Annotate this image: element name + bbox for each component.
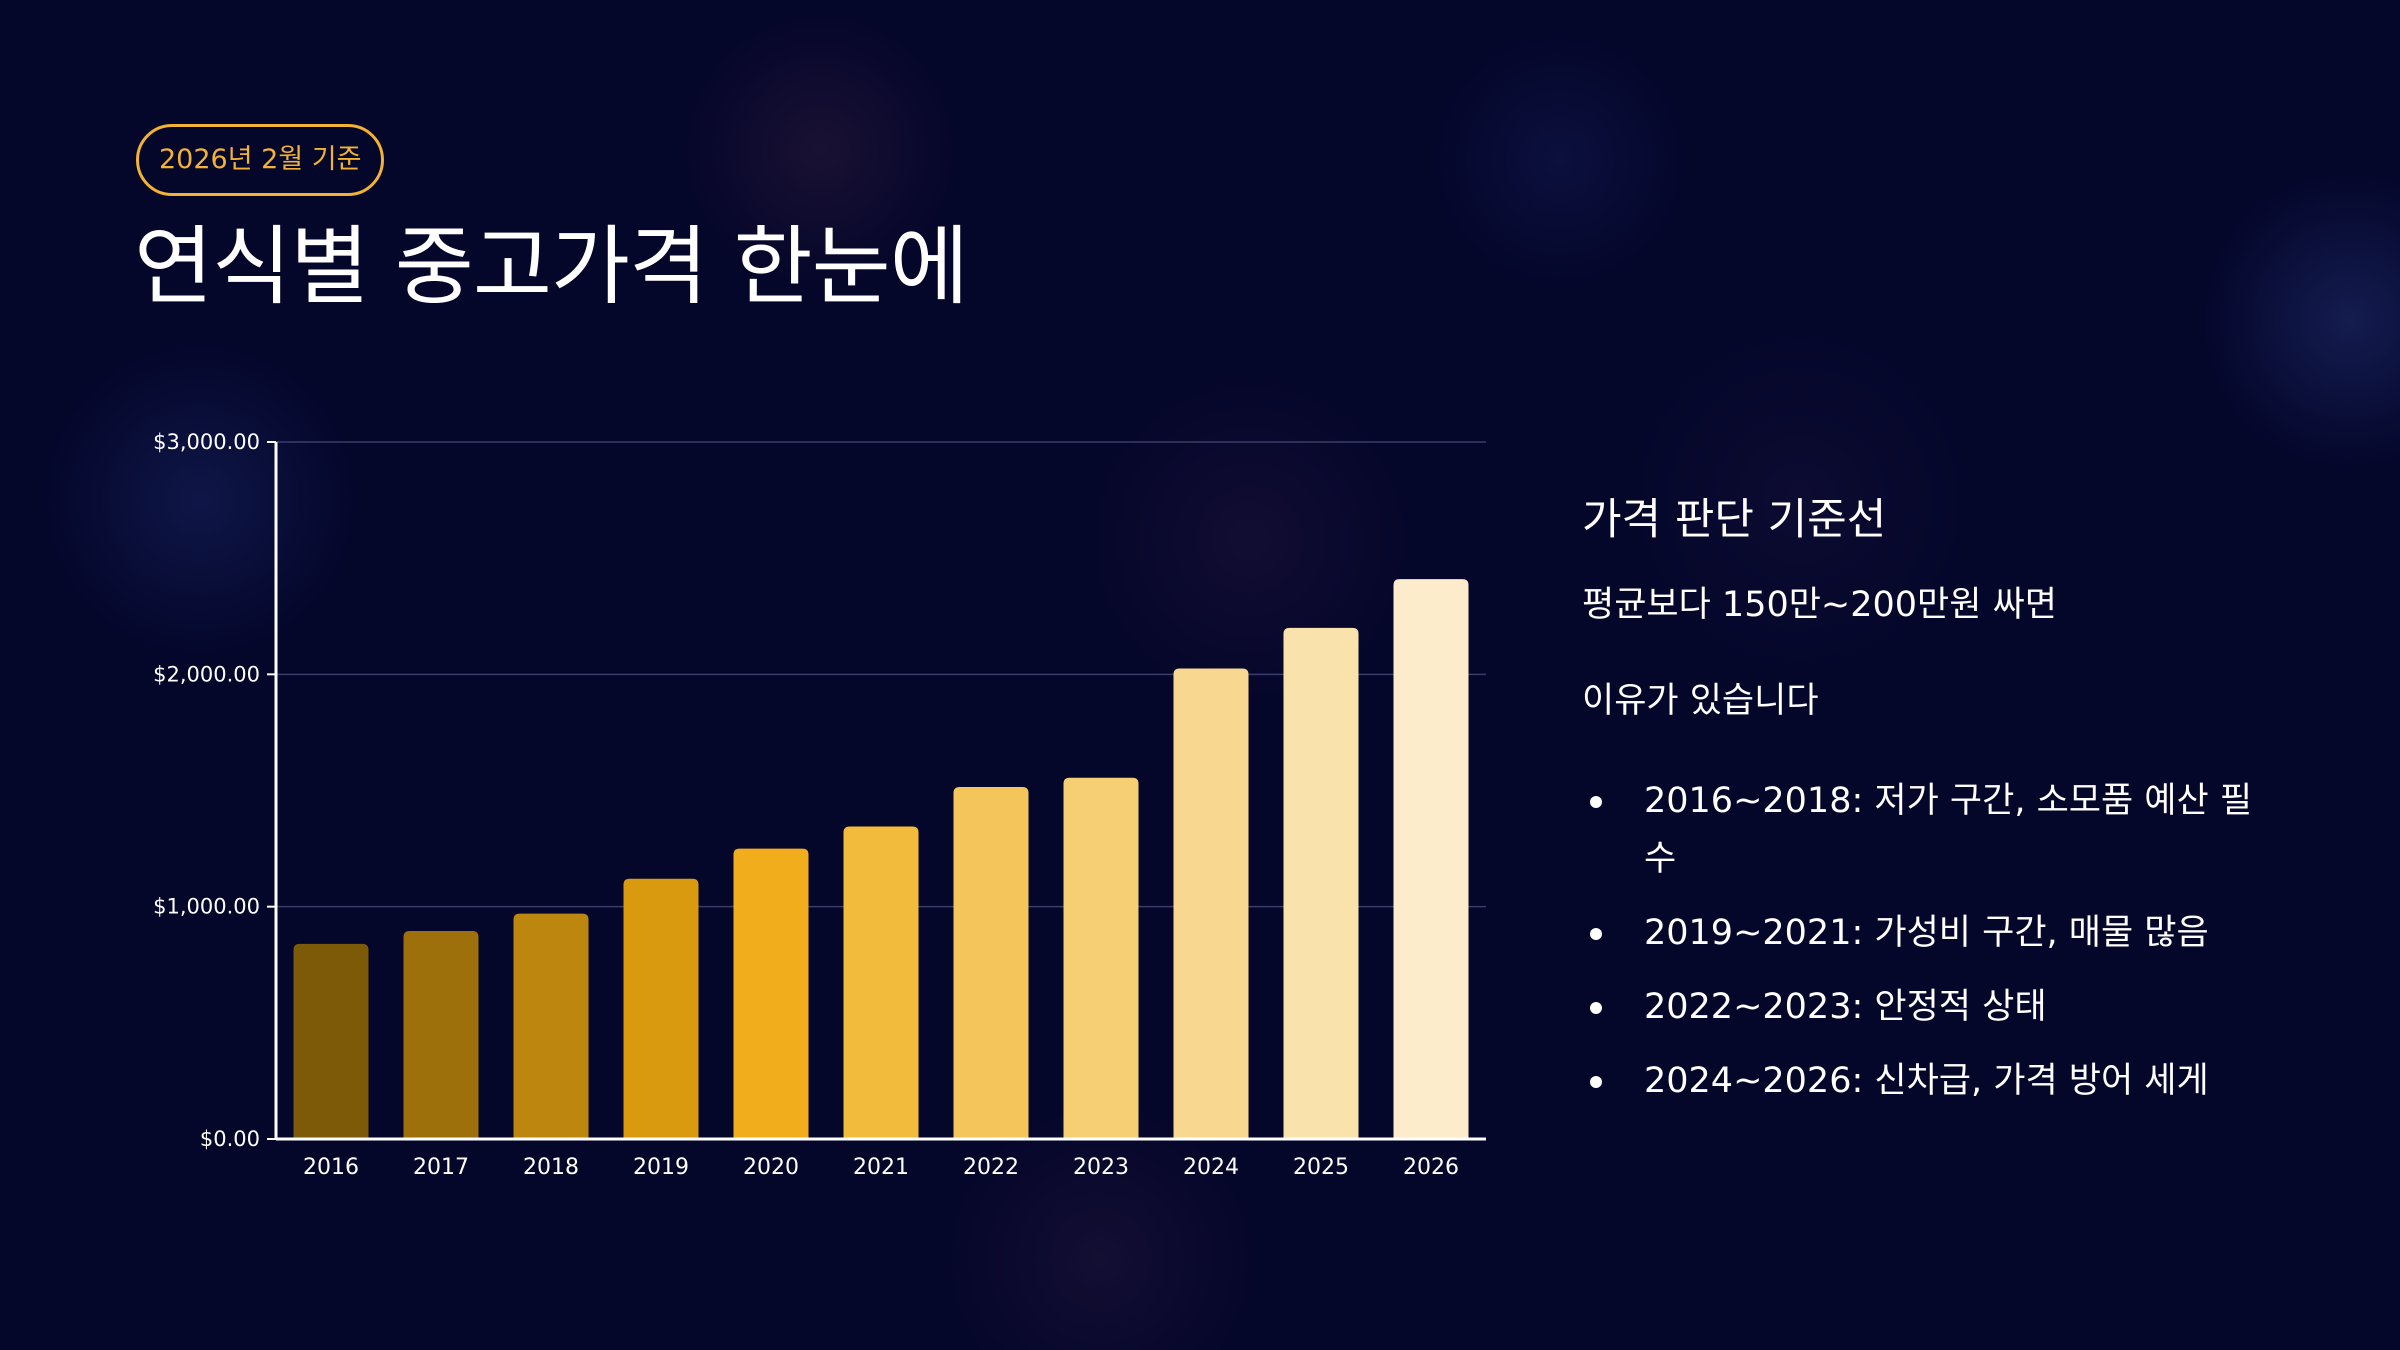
y-tick-label: $0.00 <box>200 1127 260 1151</box>
x-tick-label: 2019 <box>633 1155 689 1180</box>
x-tick-label: 2020 <box>743 1155 799 1180</box>
bullet-item: 2019~2021: 가성비 구간, 매물 많음 <box>1582 904 2282 962</box>
date-badge: 2026년 2월 기준 <box>136 124 385 196</box>
bar-2016 <box>293 943 369 1139</box>
bullet-item: 2024~2026: 신차급, 가격 방어 세게 <box>1582 1052 2282 1110</box>
x-tick-label: 2021 <box>853 1155 909 1180</box>
bar-2024 <box>1173 668 1249 1139</box>
y-tick-label: $2,000.00 <box>153 662 260 686</box>
bullet-text: 2024~2026: 신차급, 가격 방어 세게 <box>1644 1061 2209 1101</box>
bar-2021 <box>843 826 919 1139</box>
side-heading: 가격 판단 기준선 <box>1582 495 1887 545</box>
x-tick-label: 2018 <box>523 1155 579 1180</box>
bar-2025 <box>1283 627 1359 1139</box>
x-tick-label: 2026 <box>1403 1155 1459 1180</box>
bullet-item: 2016~2018: 저가 구간, 소모품 예산 필수 <box>1582 772 2282 888</box>
bar-2026 <box>1393 579 1469 1139</box>
bar-2018 <box>513 913 589 1139</box>
bullet-dot-icon <box>1590 928 1602 940</box>
bar-2023 <box>1063 777 1139 1139</box>
page-title: 연식별 중고가격 한눈에 <box>134 217 969 317</box>
x-tick-label: 2024 <box>1183 1155 1239 1180</box>
x-tick-label: 2017 <box>413 1155 469 1180</box>
side-bullet-list: 2016~2018: 저가 구간, 소모품 예산 필수 2019~2021: 가… <box>1582 772 2282 1110</box>
bars <box>293 579 1469 1139</box>
y-tick-label: $3,000.00 <box>153 430 260 454</box>
x-tick-label: 2016 <box>303 1155 359 1180</box>
bullet-dot-icon <box>1590 1002 1602 1014</box>
bullet-text: 2022~2023: 안정적 상태 <box>1644 987 2047 1027</box>
bullet-dot-icon <box>1590 1076 1602 1088</box>
bar-2022 <box>953 787 1029 1139</box>
x-tick-label: 2023 <box>1073 1155 1129 1180</box>
axes <box>267 441 1486 1141</box>
x-tick-label: 2025 <box>1293 1155 1349 1180</box>
bar-2020 <box>733 848 809 1139</box>
bar-2019 <box>623 878 699 1139</box>
y-tick-label: $1,000.00 <box>153 895 260 919</box>
side-panel: 가격 판단 기준선 평균보다 150만~200만원 싸면 이유가 있습니다 20… <box>1582 490 2282 1126</box>
x-tick-label: 2022 <box>963 1155 1019 1180</box>
bullet-text: 2016~2018: 저가 구간, 소모품 예산 필수 <box>1644 781 2253 879</box>
side-line-2: 이유가 있습니다 <box>1582 681 1819 721</box>
side-line-1: 평균보다 150만~200만원 싸면 <box>1582 585 2057 625</box>
bullet-text: 2019~2021: 가성비 구간, 매물 많음 <box>1644 913 2209 953</box>
bar-2017 <box>403 931 479 1139</box>
bullet-dot-icon <box>1590 796 1602 808</box>
tick-labels: $0.00 $1,000.00 $2,000.00 $3,000.00 2016 2017… <box>153 430 1459 1180</box>
bullet-item: 2022~2023: 안정적 상태 <box>1582 978 2282 1036</box>
